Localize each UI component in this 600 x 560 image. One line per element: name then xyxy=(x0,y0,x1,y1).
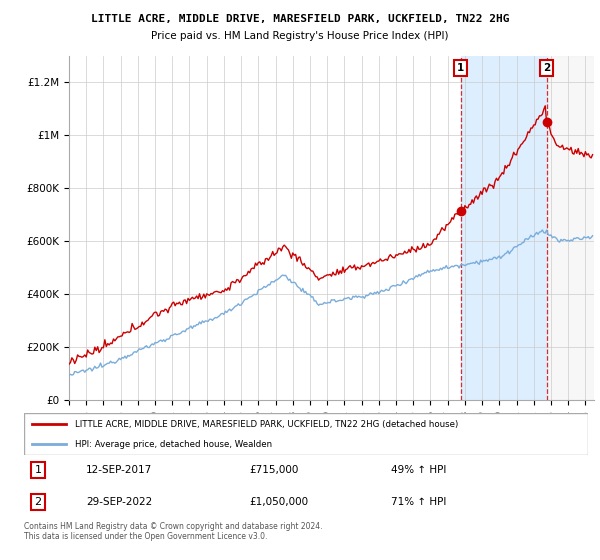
Text: LITTLE ACRE, MIDDLE DRIVE, MARESFIELD PARK, UCKFIELD, TN22 2HG (detached house): LITTLE ACRE, MIDDLE DRIVE, MARESFIELD PA… xyxy=(75,420,458,429)
FancyBboxPatch shape xyxy=(24,413,588,455)
Bar xyxy=(547,56,594,400)
Text: Contains HM Land Registry data © Crown copyright and database right 2024.
This d: Contains HM Land Registry data © Crown c… xyxy=(24,522,323,542)
Text: HPI: Average price, detached house, Wealden: HPI: Average price, detached house, Weal… xyxy=(75,440,272,449)
Text: LITTLE ACRE, MIDDLE DRIVE, MARESFIELD PARK, UCKFIELD, TN22 2HG: LITTLE ACRE, MIDDLE DRIVE, MARESFIELD PA… xyxy=(91,14,509,24)
Text: 71% ↑ HPI: 71% ↑ HPI xyxy=(391,497,446,507)
Text: £1,050,000: £1,050,000 xyxy=(250,497,309,507)
Text: £715,000: £715,000 xyxy=(250,465,299,475)
Text: 2: 2 xyxy=(35,497,41,507)
Text: 1: 1 xyxy=(457,63,464,73)
Bar xyxy=(461,56,547,400)
Text: 29-SEP-2022: 29-SEP-2022 xyxy=(86,497,152,507)
Text: 49% ↑ HPI: 49% ↑ HPI xyxy=(391,465,446,475)
Text: 1: 1 xyxy=(35,465,41,475)
Text: 2: 2 xyxy=(543,63,550,73)
Text: Price paid vs. HM Land Registry's House Price Index (HPI): Price paid vs. HM Land Registry's House … xyxy=(151,31,449,41)
Text: 12-SEP-2017: 12-SEP-2017 xyxy=(86,465,152,475)
